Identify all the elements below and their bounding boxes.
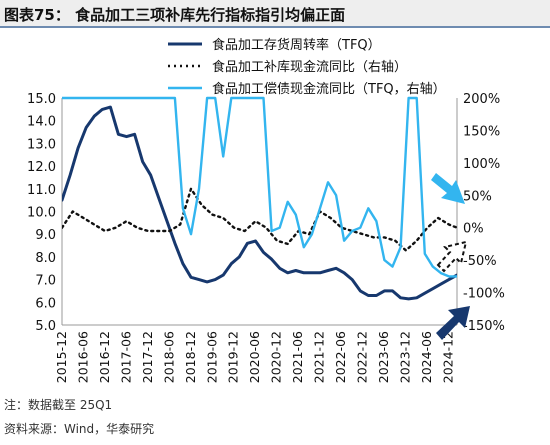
right-tick-label: -150% — [463, 319, 505, 334]
x-tick-label: 2020-12 — [269, 331, 284, 383]
x-tick-label: 2023-06 — [376, 331, 391, 383]
footer: 注：数据截至 25Q1 资料来源：Wind，华泰研究 — [4, 393, 154, 441]
legend-label: 食品加工补库现金流同比（右轴） — [212, 59, 407, 75]
x-tick-label: 2024-12 — [440, 331, 455, 383]
series-line-1 — [62, 105, 457, 301]
series-layer — [61, 96, 458, 326]
right-axis-ticks: -150% -100% -50% 0% 50% 100% 150% 200% — [463, 92, 505, 334]
x-tick-label: 2023-12 — [397, 331, 412, 383]
x-tick-label: 2022-12 — [355, 331, 370, 383]
x-tick-label: 2021-06 — [290, 331, 305, 383]
left-tick-label: 11.0 — [27, 183, 56, 198]
footer-source: 资料来源：Wind，华泰研究 — [4, 422, 155, 436]
right-tick-label: 50% — [463, 189, 492, 204]
footer-note: 注：数据截至 25Q1 — [4, 398, 113, 412]
annotations — [431, 173, 470, 340]
x-tick-label: 2021-12 — [312, 331, 327, 383]
left-tick-label: 12.0 — [27, 160, 56, 175]
arrow-navy-icon — [436, 306, 470, 340]
right-tick-label: 200% — [463, 92, 500, 107]
legend-label: 食品加工偿债现金流同比（TFQ，右轴） — [212, 81, 446, 97]
left-axis-ticks: 5.0 6.0 7.0 8.0 9.0 10.0 11.0 12.0 13.0 14.0 15.0 — [27, 92, 56, 334]
x-tick-label: 2018-06 — [161, 331, 176, 383]
x-tick-label: 2015-12 — [54, 331, 69, 383]
right-tick-label: 100% — [463, 157, 500, 172]
x-tick-label: 2024-06 — [419, 331, 434, 383]
x-tick-label: 2016-06 — [75, 331, 90, 383]
right-tick-label: 0% — [463, 222, 484, 237]
x-tick-label: 2017-12 — [140, 331, 155, 383]
right-tick-label: -50% — [463, 254, 497, 269]
right-tick-label: 150% — [463, 124, 500, 139]
legend-label: 食品加工存货周转率（TFQ） — [212, 37, 381, 53]
left-tick-label: 13.0 — [27, 137, 56, 152]
left-tick-label: 10.0 — [27, 206, 56, 221]
x-tick-label: 2019-12 — [226, 331, 241, 383]
left-tick-label: 14.0 — [27, 115, 56, 130]
left-tick-label: 6.0 — [35, 296, 56, 311]
figure-title-bar: 图表75： 食品加工三项补库先行指标指引均偏正面 — [0, 0, 550, 28]
x-tick-label: 2017-06 — [118, 331, 133, 383]
x-tick-label: 2019-06 — [204, 331, 219, 383]
x-tick-label: 2022-06 — [333, 331, 348, 383]
left-tick-label: 7.0 — [35, 274, 56, 289]
arrow-light-blue-icon — [431, 173, 465, 204]
left-tick-label: 9.0 — [35, 228, 56, 243]
figure-title: 图表75： 食品加工三项补库先行指标指引均偏正面 — [4, 6, 346, 24]
right-tick-label: -100% — [463, 287, 505, 302]
x-tick-label: 2018-12 — [183, 331, 198, 383]
left-tick-label: 8.0 — [35, 251, 56, 266]
left-tick-label: 15.0 — [27, 92, 56, 107]
legend: 食品加工存货周转率（TFQ） 食品加工补库现金流同比（右轴） 食品加工偿债现金流同比… — [168, 37, 446, 97]
left-tick-label: 5.0 — [35, 319, 56, 334]
series-line-2 — [62, 187, 457, 252]
x-axis-ticks: 2015-12 2016-06 2016-12 2017-06 2017-12 2018-… — [54, 331, 455, 383]
arrow-dashed-outline-icon — [436, 240, 468, 273]
x-tick-label: 2016-12 — [97, 331, 112, 383]
series-line-3 — [62, 96, 457, 278]
chart: 食品加工存货周转率（TFQ） 食品加工补库现金流同比（右轴） 食品加工偿债现金流同比… — [27, 37, 505, 383]
x-tick-label: 2020-06 — [247, 331, 262, 383]
